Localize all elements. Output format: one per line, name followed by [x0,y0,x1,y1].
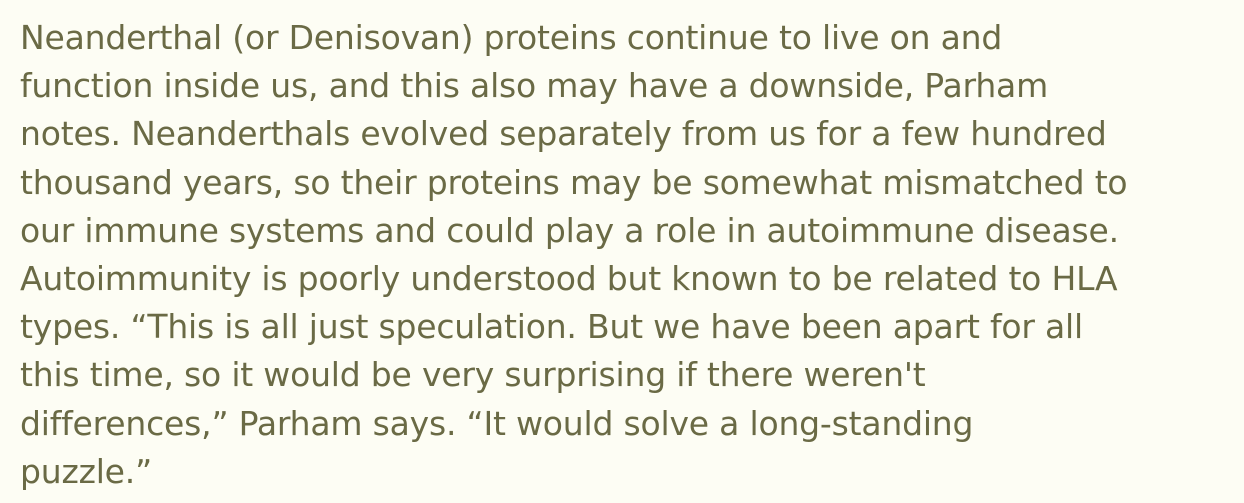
paragraph-line: Autoimmunity is poorly understood but kn… [20,258,1118,298]
paragraph-line: thousand years, so their proteins may be… [20,162,1128,202]
paragraph-line: differences,” Parham says. “It would sol… [20,403,974,443]
paragraph-line: our immune systems and could play a role… [20,210,1119,250]
paragraph-line: Neanderthal (or Denisovan) proteins cont… [20,18,1003,57]
article-paragraph: Neanderthal (or Denisovan) proteins cont… [20,14,1235,496]
paragraph-line: this time, so it would be very surprisin… [20,355,926,395]
paragraph-line: types. “This is all just speculation. Bu… [20,307,1083,347]
paragraph-line: notes. Neanderthals evolved separately f… [20,114,1107,154]
paragraph-line: puzzle.” [20,451,152,491]
paragraph-line: function inside us, and this also may ha… [20,66,1049,106]
